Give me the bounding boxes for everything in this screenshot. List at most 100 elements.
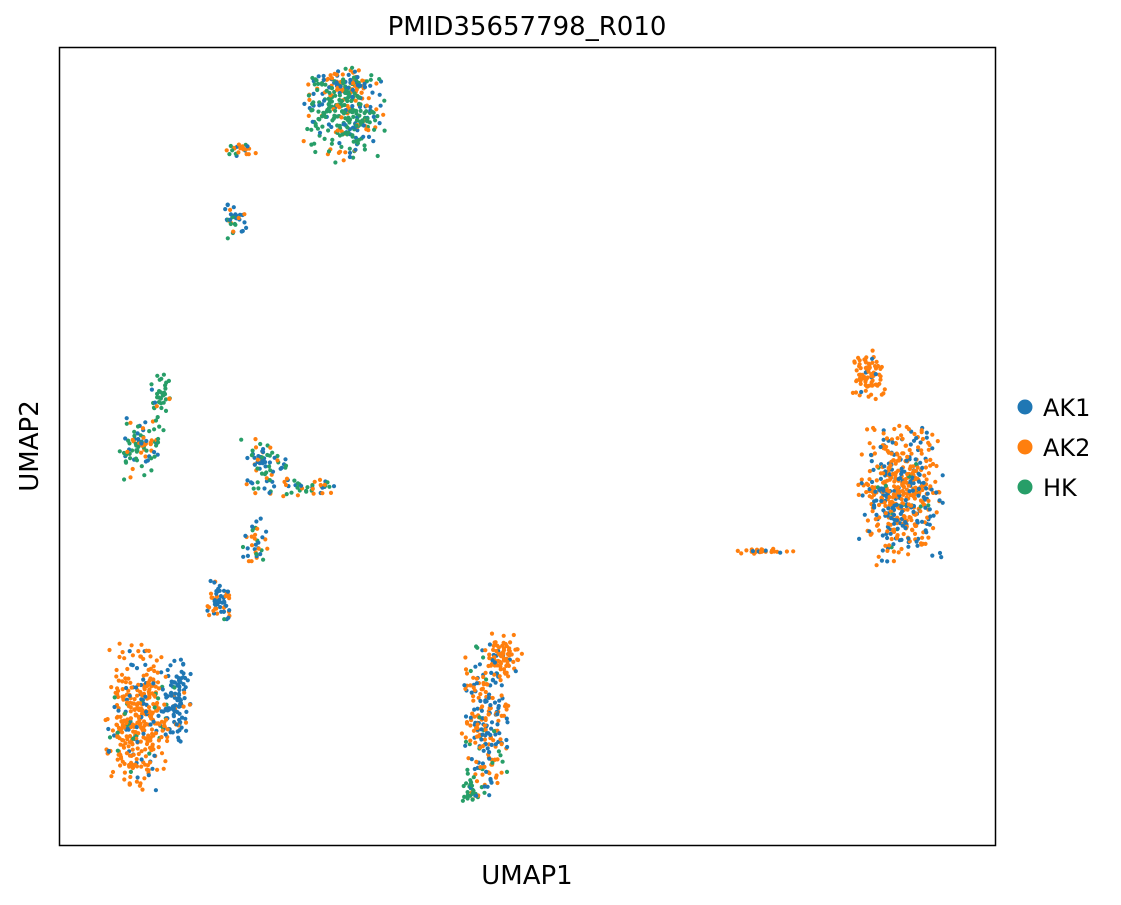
point-hk xyxy=(329,86,335,91)
point-hk xyxy=(255,480,260,485)
point-ak1 xyxy=(495,712,500,717)
point-ak2 xyxy=(870,360,875,365)
point-ak1 xyxy=(242,220,247,225)
point-ak1 xyxy=(924,486,929,491)
point-ak1 xyxy=(125,726,130,731)
point-hk xyxy=(262,472,268,477)
point-ak2 xyxy=(187,702,192,707)
point-hk xyxy=(132,433,137,438)
point-hk xyxy=(351,139,356,144)
point-ak2 xyxy=(120,687,125,692)
point-ak2 xyxy=(504,707,509,712)
point-hk xyxy=(128,769,133,775)
point-ak2 xyxy=(897,455,902,460)
point-ak2 xyxy=(136,731,141,736)
point-ak1 xyxy=(228,212,233,217)
point-ak2 xyxy=(124,721,129,726)
point-hk xyxy=(351,114,356,119)
point-ak2 xyxy=(105,717,110,722)
point-ak1 xyxy=(940,473,945,478)
point-ak2 xyxy=(139,749,144,754)
point-ak2 xyxy=(501,649,506,654)
point-ak1 xyxy=(496,703,501,709)
point-ak2 xyxy=(912,492,917,497)
point-hk xyxy=(500,759,505,764)
point-ak1 xyxy=(919,519,925,524)
point-ak2 xyxy=(152,693,157,698)
point-hk xyxy=(250,448,255,453)
point-ak2 xyxy=(474,779,480,784)
point-ak1 xyxy=(908,442,913,447)
point-ak2 xyxy=(121,738,126,743)
point-ak2 xyxy=(858,378,863,383)
point-ak2 xyxy=(501,646,506,651)
point-ak2 xyxy=(125,700,130,705)
point-ak2 xyxy=(110,769,116,775)
point-ak1 xyxy=(927,507,932,512)
point-ak2 xyxy=(156,745,161,750)
point-hk xyxy=(128,456,133,461)
point-ak1 xyxy=(177,711,182,716)
point-ak2 xyxy=(491,643,496,649)
point-ak1 xyxy=(174,722,179,727)
point-ak1 xyxy=(144,709,149,714)
point-ak1 xyxy=(371,139,376,144)
point-ak1 xyxy=(940,500,945,505)
point-ak1 xyxy=(872,499,877,504)
point-ak2 xyxy=(877,528,882,533)
point-ak2 xyxy=(479,687,484,692)
point-ak1 xyxy=(149,387,154,392)
point-ak2 xyxy=(920,541,926,547)
point-ak2 xyxy=(909,503,914,508)
point-ak2 xyxy=(865,365,870,370)
point-hk xyxy=(158,390,163,395)
point-hk xyxy=(267,464,272,469)
point-ak2 xyxy=(871,445,876,450)
point-ak1 xyxy=(879,498,884,504)
point-ak2 xyxy=(163,759,168,764)
point-hk xyxy=(358,119,363,124)
point-ak1 xyxy=(160,687,165,692)
point-ak2 xyxy=(155,767,160,772)
point-ak2 xyxy=(156,686,161,691)
point-ak2 xyxy=(854,368,859,373)
point-hk xyxy=(309,142,314,147)
point-ak1 xyxy=(163,692,168,697)
point-ak2 xyxy=(126,676,131,681)
point-ak1 xyxy=(480,761,485,766)
point-ak2 xyxy=(141,435,146,440)
point-ak1 xyxy=(337,141,342,146)
point-ak2 xyxy=(115,757,120,762)
point-ak2 xyxy=(865,518,871,523)
point-hk xyxy=(482,790,487,795)
point-ak1 xyxy=(148,722,153,727)
point-ak2 xyxy=(120,719,125,725)
point-ak2 xyxy=(154,404,159,409)
point-ak1 xyxy=(241,554,246,559)
point-ak2 xyxy=(122,761,127,767)
point-hk xyxy=(126,438,131,443)
point-hk xyxy=(362,110,367,116)
point-hk xyxy=(369,73,374,78)
point-ak1 xyxy=(479,708,484,713)
point-ak2 xyxy=(905,454,910,459)
point-ak2 xyxy=(474,759,479,765)
point-ak2 xyxy=(114,722,120,728)
point-hk xyxy=(465,771,470,776)
point-ak2 xyxy=(301,139,306,144)
point-ak1 xyxy=(135,775,140,780)
point-ak1 xyxy=(317,103,322,108)
point-ak2 xyxy=(140,426,146,431)
point-ak2 xyxy=(138,739,143,744)
point-ak2 xyxy=(918,509,923,514)
point-hk xyxy=(131,736,136,741)
point-ak2 xyxy=(883,543,888,548)
point-ak2 xyxy=(471,675,476,680)
point-ak1 xyxy=(261,449,266,455)
point-ak2 xyxy=(470,711,475,716)
point-ak1 xyxy=(250,524,255,529)
point-ak1 xyxy=(906,544,911,549)
point-ak2 xyxy=(912,496,918,501)
point-ak1 xyxy=(240,228,245,234)
point-ak1 xyxy=(916,471,921,476)
